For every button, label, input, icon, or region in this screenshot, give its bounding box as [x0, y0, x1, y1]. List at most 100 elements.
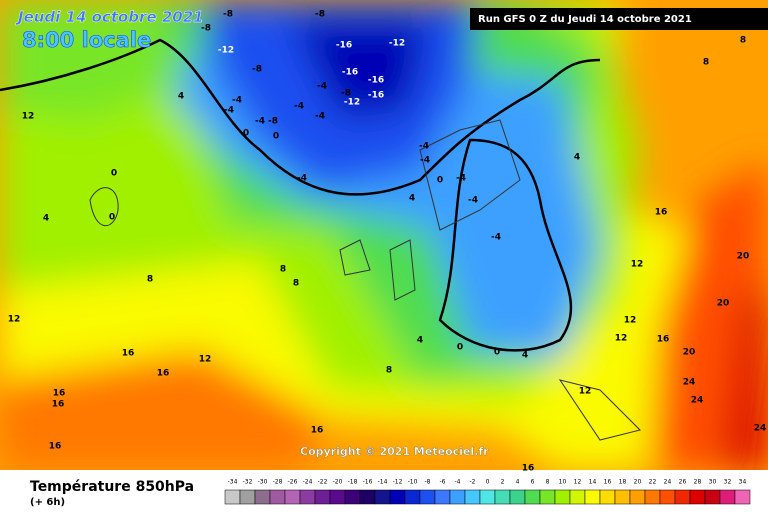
legend-swatch [644, 489, 661, 505]
contour-label: 16 [122, 349, 135, 359]
legend-tick-label: 34 [739, 479, 747, 486]
legend-swatch [269, 489, 286, 505]
contour-label: 0 [494, 348, 500, 358]
contour-label: 12 [8, 315, 21, 325]
contour-label: 8 [703, 58, 709, 68]
legend-tick-label: -30 [258, 479, 268, 486]
contour-label: 16 [311, 426, 324, 436]
contour-label: 16 [49, 442, 62, 452]
legend-swatch [554, 489, 571, 505]
legend-swatch [659, 489, 676, 505]
legend-swatch [719, 489, 736, 505]
contour-label: 12 [615, 334, 628, 344]
legend-swatch [344, 489, 361, 505]
contour-label: 16 [655, 208, 668, 218]
legend-tick-label: -24 [303, 479, 313, 486]
legend-tick-label: 28 [694, 479, 702, 486]
legend-tick-label: -32 [243, 479, 253, 486]
legend-tick-label: 2 [501, 479, 505, 486]
contour-label: -16 [336, 41, 352, 51]
contour-label: 0 [243, 129, 249, 139]
contour-label: 0 [437, 176, 443, 186]
contour-label: 24 [683, 378, 696, 388]
contour-label: 12 [579, 387, 592, 397]
contour-label: 4 [409, 194, 415, 204]
contour-label: 4 [178, 92, 184, 102]
contour-label: 4 [43, 214, 49, 224]
legend-tick-label: 26 [679, 479, 687, 486]
legend-tick-label: -4 [455, 479, 461, 486]
contour-label: -4 [294, 102, 304, 112]
contour-label: -8 [201, 24, 211, 34]
legend-swatch [539, 489, 556, 505]
legend-swatch [329, 489, 346, 505]
legend-swatch [224, 489, 241, 505]
contour-label: 20 [737, 252, 750, 262]
time-text: 8:00 locale [22, 28, 151, 52]
contour-label: 16 [657, 335, 670, 345]
legend-tick-label: -26 [288, 479, 298, 486]
run-text: Run GFS 0 Z du Jeudi 14 octobre 2021 [478, 14, 692, 25]
legend-swatch [584, 489, 601, 505]
legend-swatch [389, 489, 406, 505]
contour-label: 12 [199, 355, 212, 365]
contour-label: -4 [456, 174, 466, 184]
legend-swatch [359, 489, 376, 505]
legend-swatch [704, 489, 721, 505]
contour-label: -4 [419, 142, 429, 152]
legend-swatch [569, 489, 586, 505]
contour-label: 24 [754, 424, 767, 434]
contour-label: 16 [157, 369, 170, 379]
contour-label: -4 [468, 196, 478, 206]
legend-tick-label: 16 [604, 479, 612, 486]
legend-tick-label: 22 [649, 479, 657, 486]
contour-label: 4 [522, 351, 528, 361]
legend-swatch [599, 489, 616, 505]
contour-label: -4 [491, 233, 501, 243]
legend-swatch [314, 489, 331, 505]
legend-swatch [479, 489, 496, 505]
legend-tick-label: 32 [724, 479, 732, 486]
contour-label: -8 [252, 65, 262, 75]
legend-tick-label: -18 [348, 479, 358, 486]
contour-label: 12 [631, 260, 644, 270]
legend-tick-label: -20 [333, 479, 343, 486]
legend-swatch [614, 489, 631, 505]
contour-label: 0 [111, 169, 117, 179]
contour-label: 4 [574, 153, 580, 163]
legend-tick-label: 6 [531, 479, 535, 486]
run-box [470, 8, 768, 30]
legend-tick-label: 8 [546, 479, 550, 486]
legend-tick-label: 18 [619, 479, 627, 486]
contour-label: -8 [268, 117, 278, 127]
legend-tick-label: 24 [664, 479, 672, 486]
legend-tick-label: 12 [574, 479, 582, 486]
legend-swatch [239, 489, 256, 505]
legend-swatch [419, 489, 436, 505]
legend-tick-label: -8 [425, 479, 431, 486]
coastline [89, 119, 641, 441]
legend-tick-label: 30 [709, 479, 717, 486]
contour-label: 8 [293, 279, 299, 289]
contour-label: -4 [420, 156, 430, 166]
legend-swatch [494, 489, 511, 505]
legend-swatch [524, 489, 541, 505]
contour-label: -4 [315, 112, 325, 122]
footer-title: Température 850hPa [30, 479, 194, 495]
legend-tick-label: -14 [378, 479, 388, 486]
contour-label: 8 [386, 366, 392, 376]
contour-label: -8 [223, 10, 233, 20]
contour-label: -4 [297, 174, 307, 184]
copyright: Copyright © 2021 Meteociel.fr [300, 445, 489, 458]
legend-swatch [734, 489, 751, 505]
legend-tick-label: 20 [634, 479, 642, 486]
legend-swatch [284, 489, 301, 505]
contour-label: 8 [280, 265, 286, 275]
contour-label: -4 [224, 106, 234, 116]
legend-swatch [404, 489, 421, 505]
contour-label: 20 [717, 299, 730, 309]
legend-tick-label: -12 [393, 479, 403, 486]
contour-label: 24 [691, 396, 704, 406]
legend-swatch [689, 489, 706, 505]
